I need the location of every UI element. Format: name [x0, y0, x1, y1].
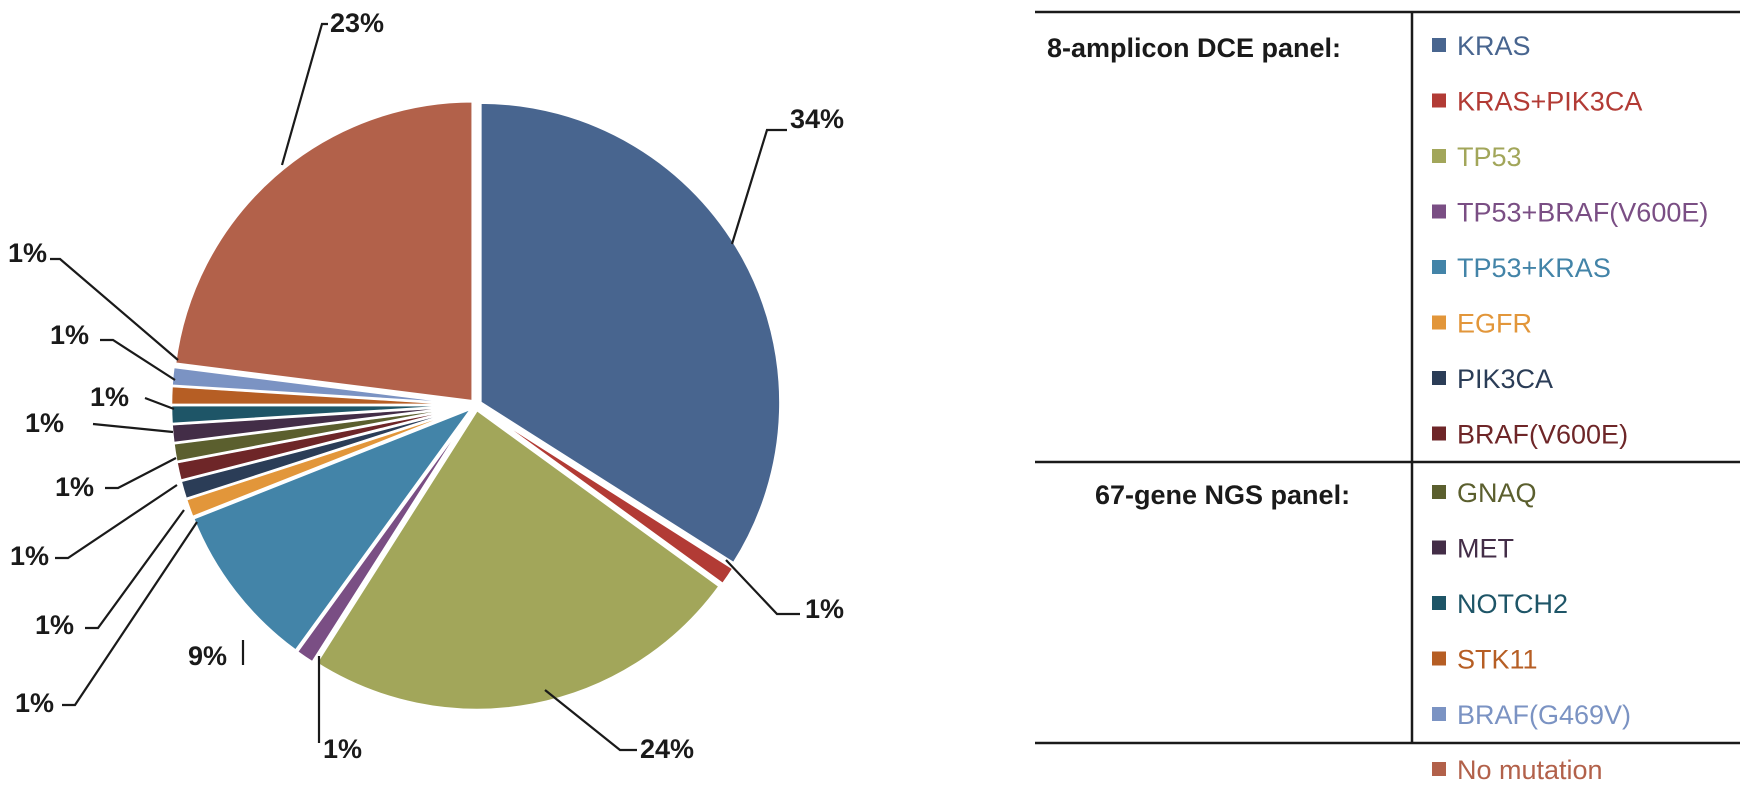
- leader-line-braf-v600e: [55, 484, 178, 560]
- legend-swatch-pik3ca: [1432, 371, 1446, 385]
- legend-swatch-no-mutation: [1432, 762, 1446, 776]
- leader-line-kras: [730, 128, 787, 245]
- slice-label-met: 1%: [25, 408, 64, 438]
- legend-swatch-tp53-kras: [1432, 260, 1446, 274]
- legend-items: KRAS KRAS+PIK3CA TP53 TP53+BRAF(V600E) TP53+…: [1432, 31, 1708, 785]
- pie-slice-no-mutation: [173, 99, 474, 403]
- pie: [169, 99, 782, 712]
- pie-slice-tp53-braf-v600e: [295, 408, 475, 665]
- slice-label-notch2: 1%: [90, 382, 129, 412]
- slice-label-tp53-braf-v600e: 1%: [323, 734, 362, 764]
- legend-label-braf-g469v: BRAF(G469V): [1457, 700, 1631, 730]
- legend-label-no-mutation: No mutation: [1457, 755, 1603, 785]
- slice-label-gnaq: 1%: [55, 472, 94, 502]
- slice-label-pik3ca: 1%: [35, 610, 74, 640]
- slice-label-tp53: 24%: [640, 734, 694, 764]
- slice-label-kras-pik3ca: 1%: [805, 594, 844, 624]
- leader-line-egfr: [62, 521, 198, 707]
- pie-slice-kras: [479, 101, 782, 566]
- legend-swatch-kras: [1432, 38, 1446, 52]
- slice-label-braf-v600e: 1%: [10, 541, 49, 571]
- pie-slice-braf-g469v: [170, 365, 472, 406]
- legend-label-kras: KRAS: [1457, 31, 1531, 61]
- slice-label-kras: 34%: [790, 104, 844, 134]
- slice-label-no-mutation: 23%: [330, 8, 384, 38]
- leader-line-gnaq: [105, 457, 177, 490]
- legend-swatch-braf-v600e: [1432, 426, 1446, 441]
- legend-label-stk11: STK11: [1457, 645, 1538, 675]
- leader-line-braf-g469v: [50, 257, 179, 361]
- legend-label-notch2: NOTCH2: [1457, 589, 1568, 619]
- label-leaders: [50, 22, 800, 752]
- leader-line-tp53: [544, 689, 637, 752]
- legend-swatch-tp53-braf-v600e: [1432, 204, 1446, 219]
- legend-swatch-gnaq: [1432, 485, 1446, 499]
- legend-swatch-notch2: [1432, 596, 1446, 610]
- legend-label-tp53: TP53: [1457, 142, 1522, 172]
- legend-swatch-met: [1432, 540, 1446, 555]
- legend-label-met: MET: [1457, 534, 1514, 564]
- legend-label-braf-v600e: BRAF(V600E): [1457, 420, 1628, 450]
- leader-line-pik3ca: [85, 509, 185, 630]
- legend-label-tp53-kras: TP53+KRAS: [1457, 253, 1611, 283]
- legend-label-tp53-braf-v600e: TP53+BRAF(V600E): [1457, 198, 1708, 228]
- leader-line-notch2: [144, 396, 175, 411]
- legend-label-gnaq: GNAQ: [1457, 478, 1537, 508]
- leader-line-met: [92, 422, 174, 434]
- slice-label-braf-g469v: 1%: [8, 238, 47, 268]
- pie-slice-tp53: [314, 408, 722, 712]
- leader-line-kras-pik3ca: [725, 559, 800, 616]
- legend: 8-amplicon DCE panel: 67-gene NGS panel:…: [1035, 10, 1740, 785]
- legend-group-title-dce: 8-amplicon DCE panel:: [1047, 33, 1341, 63]
- legend-swatch-tp53: [1432, 149, 1446, 163]
- legend-group-title-ngs: 67-gene NGS panel:: [1095, 480, 1350, 510]
- leader-line-no-mutation: [280, 22, 328, 166]
- slice-label-egfr: 1%: [15, 688, 54, 718]
- legend-swatch-egfr: [1432, 315, 1446, 330]
- legend-label-kras-pik3ca: KRAS+PIK3CA: [1457, 87, 1642, 117]
- legend-swatch-braf-g469v: [1432, 707, 1446, 721]
- legend-swatch-stk11: [1432, 651, 1446, 666]
- legend-swatch-kras-pik3ca: [1432, 93, 1446, 108]
- slice-label-tp53-kras: 9%: [188, 641, 227, 671]
- legend-label-pik3ca: PIK3CA: [1457, 364, 1553, 394]
- slice-labels: 34% 1% 24% 1% 9% 1% 1% 1% 1% 1% 1% 1% 1% 23%: [8, 8, 844, 764]
- legend-label-egfr: EGFR: [1457, 309, 1532, 339]
- slice-label-stk11: 1%: [50, 320, 89, 350]
- pie-slice-tp53-kras: [191, 405, 476, 653]
- leader-line-stk11: [100, 338, 176, 381]
